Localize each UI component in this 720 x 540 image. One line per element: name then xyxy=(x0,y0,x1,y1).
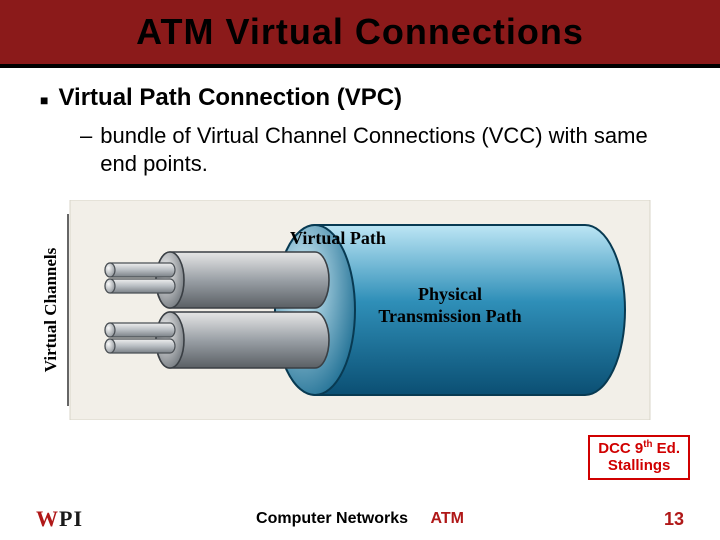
vpc-diagram: Virtual Channels Virtual Path Physical T… xyxy=(40,200,680,420)
sub-bullet-text: bundle of Virtual Channel Connections (V… xyxy=(100,122,680,177)
virtual-channel-4 xyxy=(105,339,175,353)
physical-label-1: Physical xyxy=(418,284,482,304)
virtual-path-cylinder-2 xyxy=(156,312,329,368)
virtual-channels-label: Virtual Channels xyxy=(41,247,60,372)
slide-title: ATM Virtual Connections xyxy=(136,11,584,53)
bullet-text: Virtual Path Connection (VPC) xyxy=(58,84,402,112)
reference-line-1: DCC 9th Ed. xyxy=(598,439,680,457)
course-name: Computer Networks xyxy=(256,510,408,527)
bullet-level-1: ■ Virtual Path Connection (VPC) xyxy=(40,84,680,112)
title-bar: ATM Virtual Connections xyxy=(0,0,720,68)
topic-name: ATM xyxy=(431,510,464,527)
wpi-logo: WPI xyxy=(36,506,81,532)
physical-label-2: Transmission Path xyxy=(378,306,521,326)
reference-box: DCC 9th Ed. Stallings xyxy=(588,435,690,481)
virtual-channel-1 xyxy=(105,263,175,277)
virtual-path-label: Virtual Path xyxy=(290,228,386,248)
footer: WPI Computer Networks ATM 13 xyxy=(0,506,720,532)
virtual-channel-2 xyxy=(105,279,175,293)
page-number: 13 xyxy=(664,509,684,530)
footer-center: Computer Networks ATM xyxy=(256,510,464,528)
dash-bullet-icon: – xyxy=(80,123,92,149)
virtual-channel-3 xyxy=(105,323,175,337)
bullet-level-2: – bundle of Virtual Channel Connections … xyxy=(80,122,680,177)
virtual-path-cylinder-1 xyxy=(156,252,329,308)
content-area: ■ Virtual Path Connection (VPC) – bundle… xyxy=(0,68,720,177)
square-bullet-icon: ■ xyxy=(40,85,48,107)
reference-line-2: Stallings xyxy=(598,457,680,474)
